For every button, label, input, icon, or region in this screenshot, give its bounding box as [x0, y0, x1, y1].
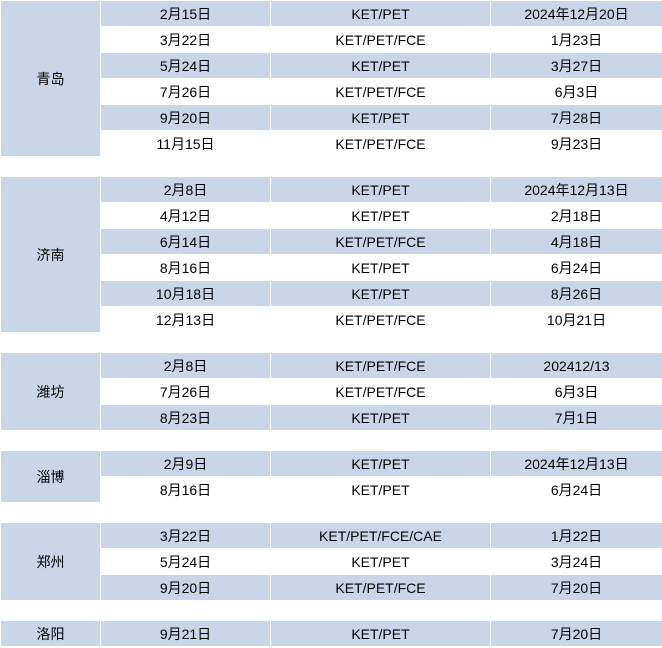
exam-type-cell: KET/PET — [271, 177, 491, 203]
exam-date-cell: 2月8日 — [101, 177, 271, 203]
exam-date-cell: 9月21日 — [101, 621, 271, 647]
exam-type-cell: KET/PET — [271, 105, 491, 131]
exam-date-cell: 7月26日 — [101, 379, 271, 405]
exam-schedule-table: 青岛2月15日KET/PET2024年12月20日3月22日KET/PET/FC… — [0, 0, 662, 647]
table-row: 5月24日KET/PET3月24日 — [1, 549, 662, 575]
exam-date-cell: 8月23日 — [101, 405, 271, 431]
deadline-cell: 7月20日 — [491, 621, 662, 647]
spacer-row — [1, 503, 662, 523]
exam-type-cell: KET/PET/FCE — [271, 131, 491, 157]
table-row: 8月23日KET/PET7月1日 — [1, 405, 662, 431]
exam-type-cell: KET/PET/FCE — [271, 79, 491, 105]
table-row: 8月16日KET/PET6月24日 — [1, 255, 662, 281]
exam-type-cell: KET/PET/FCE — [271, 575, 491, 601]
exam-date-cell: 11月15日 — [101, 131, 271, 157]
table-row: 12月13日KET/PET/FCE10月21日 — [1, 307, 662, 333]
city-cell: 潍坊 — [1, 353, 101, 431]
deadline-cell: 4月18日 — [491, 229, 662, 255]
deadline-cell: 6月24日 — [491, 255, 662, 281]
exam-type-cell: KET/PET — [271, 203, 491, 229]
table-row: 济南2月8日KET/PET2024年12月13日 — [1, 177, 662, 203]
table-row: 洛阳9月21日KET/PET7月20日 — [1, 621, 662, 647]
spacer-row — [1, 431, 662, 451]
exam-date-cell: 3月22日 — [101, 27, 271, 53]
exam-date-cell: 9月20日 — [101, 575, 271, 601]
exam-type-cell: KET/PET — [271, 53, 491, 79]
deadline-cell: 2024年12月20日 — [491, 1, 662, 27]
table-row: 7月26日KET/PET/FCE6月3日 — [1, 79, 662, 105]
deadline-cell: 2024年12月13日 — [491, 451, 662, 477]
exam-type-cell: KET/PET/FCE — [271, 229, 491, 255]
table-row: 10月18日KET/PET8月26日 — [1, 281, 662, 307]
exam-type-cell: KET/PET — [271, 281, 491, 307]
deadline-cell: 202412/13 — [491, 353, 662, 379]
city-cell: 青岛 — [1, 1, 101, 157]
deadline-cell: 7月20日 — [491, 575, 662, 601]
deadline-cell: 3月27日 — [491, 53, 662, 79]
exam-date-cell: 10月18日 — [101, 281, 271, 307]
exam-type-cell: KET/PET — [271, 1, 491, 27]
table-row: 7月26日KET/PET/FCE6月3日 — [1, 379, 662, 405]
exam-type-cell: KET/PET — [271, 477, 491, 503]
table-row: 9月20日KET/PET7月28日 — [1, 105, 662, 131]
exam-date-cell: 8月16日 — [101, 255, 271, 281]
table-row: 3月22日KET/PET/FCE1月23日 — [1, 27, 662, 53]
exam-date-cell: 9月20日 — [101, 105, 271, 131]
exam-date-cell: 7月26日 — [101, 79, 271, 105]
deadline-cell: 9月23日 — [491, 131, 662, 157]
exam-date-cell: 2月15日 — [101, 1, 271, 27]
deadline-cell: 3月24日 — [491, 549, 662, 575]
exam-date-cell: 4月12日 — [101, 203, 271, 229]
exam-type-cell: KET/PET/FCE — [271, 353, 491, 379]
deadline-cell: 1月23日 — [491, 27, 662, 53]
exam-date-cell: 6月14日 — [101, 229, 271, 255]
exam-date-cell: 5月24日 — [101, 53, 271, 79]
table-row: 淄博2月9日KET/PET2024年12月13日 — [1, 451, 662, 477]
table-row: 9月20日KET/PET/FCE7月20日 — [1, 575, 662, 601]
deadline-cell: 7月28日 — [491, 105, 662, 131]
table-row: 11月15日KET/PET/FCE9月23日 — [1, 131, 662, 157]
exam-date-cell: 5月24日 — [101, 549, 271, 575]
deadline-cell: 2024年12月13日 — [491, 177, 662, 203]
exam-type-cell: KET/PET — [271, 255, 491, 281]
exam-type-cell: KET/PET/FCE — [271, 27, 491, 53]
deadline-cell: 1月22日 — [491, 523, 662, 549]
table-row: 8月16日KET/PET6月24日 — [1, 477, 662, 503]
deadline-cell: 6月3日 — [491, 79, 662, 105]
city-cell: 济南 — [1, 177, 101, 333]
exam-date-cell: 2月9日 — [101, 451, 271, 477]
table-row: 4月12日KET/PET2月18日 — [1, 203, 662, 229]
city-cell: 淄博 — [1, 451, 101, 503]
exam-type-cell: KET/PET — [271, 405, 491, 431]
city-cell: 洛阳 — [1, 621, 101, 647]
deadline-cell: 7月1日 — [491, 405, 662, 431]
deadline-cell: 6月24日 — [491, 477, 662, 503]
deadline-cell: 6月3日 — [491, 379, 662, 405]
table-row: 郑州3月22日KET/PET/FCE/CAE1月22日 — [1, 523, 662, 549]
exam-type-cell: KET/PET/FCE — [271, 307, 491, 333]
exam-date-cell: 8月16日 — [101, 477, 271, 503]
spacer-row — [1, 601, 662, 621]
exam-type-cell: KET/PET — [271, 621, 491, 647]
city-cell: 郑州 — [1, 523, 101, 601]
spacer-row — [1, 157, 662, 177]
deadline-cell: 10月21日 — [491, 307, 662, 333]
exam-type-cell: KET/PET/FCE — [271, 379, 491, 405]
exam-date-cell: 12月13日 — [101, 307, 271, 333]
table-row: 5月24日KET/PET3月27日 — [1, 53, 662, 79]
exam-date-cell: 3月22日 — [101, 523, 271, 549]
exam-type-cell: KET/PET — [271, 451, 491, 477]
deadline-cell: 8月26日 — [491, 281, 662, 307]
spacer-row — [1, 333, 662, 353]
exam-type-cell: KET/PET/FCE/CAE — [271, 523, 491, 549]
exam-type-cell: KET/PET — [271, 549, 491, 575]
table-row: 潍坊2月8日KET/PET/FCE202412/13 — [1, 353, 662, 379]
deadline-cell: 2月18日 — [491, 203, 662, 229]
table-row: 6月14日KET/PET/FCE4月18日 — [1, 229, 662, 255]
exam-date-cell: 2月8日 — [101, 353, 271, 379]
table-row: 青岛2月15日KET/PET2024年12月20日 — [1, 1, 662, 27]
